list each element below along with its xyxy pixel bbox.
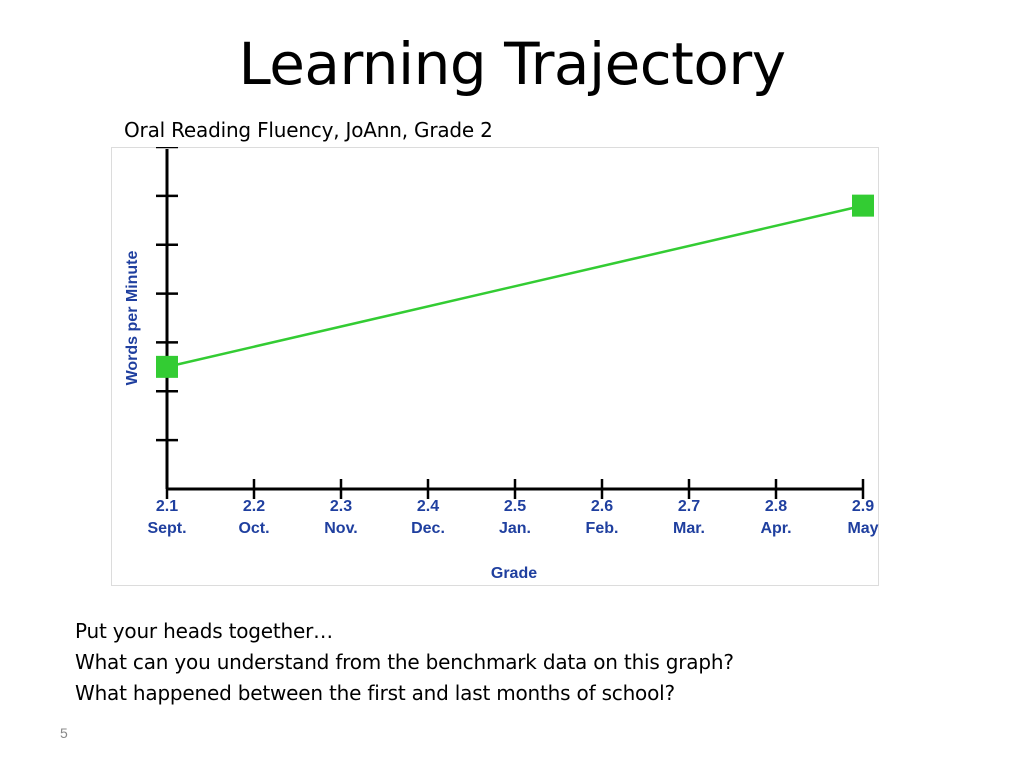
x-tick-label-month: Jan. (499, 520, 531, 537)
x-tick-label-month: May (847, 520, 878, 537)
x-axis-ticks (165, 479, 865, 499)
x-tick-label-month: Oct. (238, 520, 269, 537)
y-axis-ticks (156, 147, 178, 442)
x-tick-label-month: Apr. (760, 520, 791, 537)
series-line (166, 204, 864, 369)
x-tick-label-month: Dec. (411, 520, 445, 537)
learning-trajectory-chart: 2.1 Sept. 2.2 Oct. 2.3 Nov. 2.4 Dec. 2.5 Jan. 2.6 F… (124, 147, 879, 582)
x-tick-label-month: Sept. (147, 520, 186, 537)
x-axis-label: Grade (491, 565, 537, 582)
chart-subtitle: Oral Reading Fluency, JoAnn, Grade 2 (124, 118, 493, 142)
slide-number: 5 (60, 725, 68, 741)
y-axis-label: Words per Minute (124, 250, 141, 385)
x-tick-label-grade: 2.9 (852, 498, 874, 515)
x-tick-label-grade: 2.8 (765, 498, 787, 515)
x-tick-label-grade: 2.4 (417, 498, 439, 515)
discussion-prompt: Put your heads together… What can you un… (75, 616, 734, 709)
x-tick-label-grade: 2.2 (243, 498, 265, 515)
data-point (156, 355, 178, 378)
slide-title: Learning Trajectory (238, 30, 786, 98)
prompt-line: Put your heads together… (75, 619, 333, 643)
x-tick-label-grade: 2.3 (330, 498, 352, 515)
x-tick-label-month: Nov. (324, 520, 357, 537)
x-tick-label-grade: 2.7 (678, 498, 700, 515)
x-tick-label-month: Mar. (673, 520, 705, 537)
chart-frame (111, 147, 879, 586)
chart-axes (165, 149, 863, 491)
chart-series (156, 194, 874, 378)
prompt-line: What happened between the first and last… (75, 681, 675, 705)
x-tick-label-month: Feb. (586, 520, 619, 537)
x-tick-label-grade: 2.6 (591, 498, 613, 515)
data-point (852, 194, 874, 217)
x-axis-tick-labels: 2.1 Sept. 2.2 Oct. 2.3 Nov. 2.4 Dec. 2.5 Jan. 2.6 F… (147, 498, 878, 537)
prompt-line: What can you understand from the benchma… (75, 650, 734, 674)
x-tick-label-grade: 2.5 (504, 498, 526, 515)
x-tick-label-grade: 2.1 (156, 498, 178, 515)
